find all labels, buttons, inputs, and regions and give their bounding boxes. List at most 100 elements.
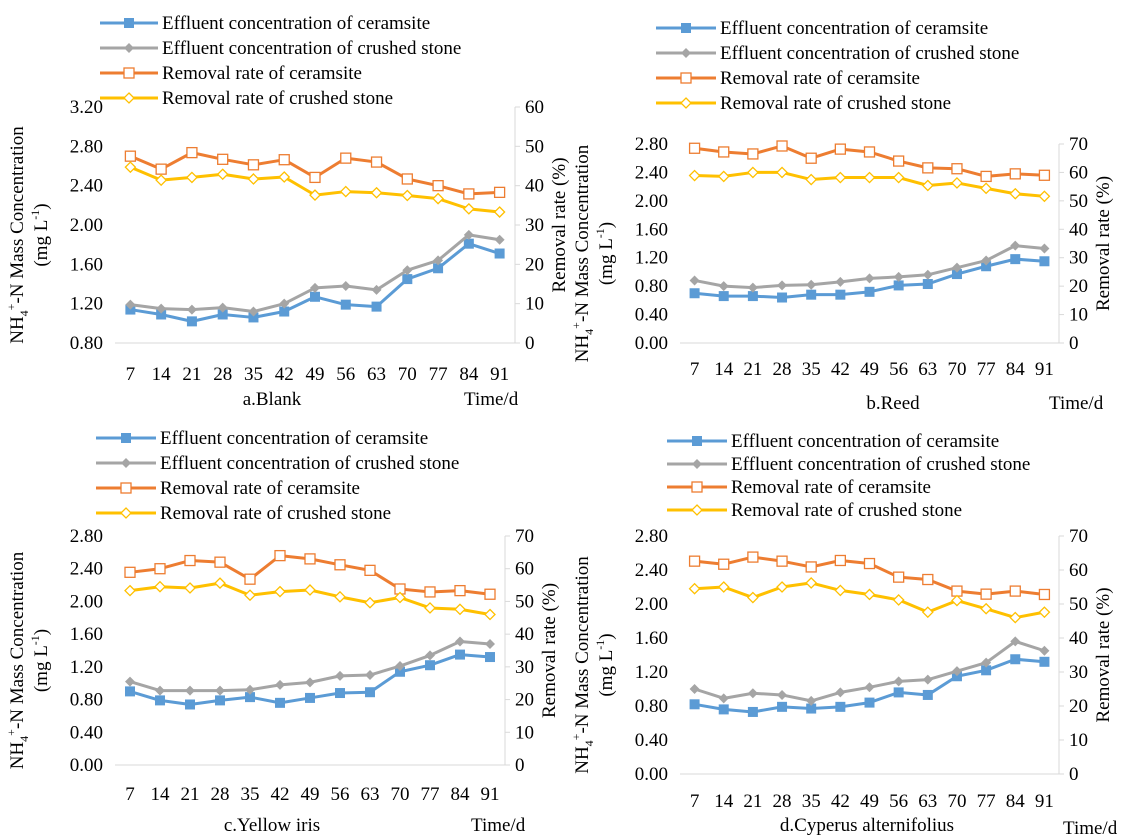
y-tick-label-right: 50 <box>525 136 544 157</box>
data-point-conc_stone <box>335 670 345 681</box>
data-point-conc_ceramsite <box>718 291 729 302</box>
y-tick-label-right: 50 <box>1069 191 1088 212</box>
data-point-conc_stone <box>806 695 817 706</box>
data-point-conc_ceramsite <box>1010 254 1021 265</box>
data-point-conc_stone <box>1010 636 1021 647</box>
data-point-rate_ceramsite <box>184 554 196 567</box>
legend-marker-rate_stone <box>120 507 132 519</box>
legend-marker-conc_ceramsite <box>121 433 131 443</box>
data-point-rate_ceramsite <box>893 571 905 583</box>
data-point-conc_stone <box>1039 645 1050 656</box>
data-point-conc_stone <box>155 685 165 696</box>
y-axis-label-right: Removal rate (%) <box>549 157 570 292</box>
y-tick-label-left: 2.80 <box>70 136 103 157</box>
data-point-rate_stone <box>334 590 346 603</box>
data-point-rate_stone <box>892 171 905 184</box>
data-point-rate_ceramsite <box>951 585 963 597</box>
data-point-conc_ceramsite <box>310 291 320 302</box>
y-tick-label-right: 40 <box>1069 628 1088 649</box>
data-point-conc_ceramsite <box>835 289 846 300</box>
data-point-rate_ceramsite <box>463 188 475 200</box>
legend-marker-rate_stone <box>691 504 703 516</box>
x-tick-label: 28 <box>211 784 230 805</box>
data-point-rate_ceramsite <box>304 553 316 565</box>
data-point-conc_stone <box>1010 240 1021 251</box>
legend: Effluent concentration of ceramsiteEfflu… <box>667 431 1030 521</box>
chart-panel-1: Effluent concentration of ceramsite Efflu… <box>4 13 570 410</box>
data-point-rate_stone <box>484 608 496 621</box>
x-tick-label: 21 <box>181 784 200 805</box>
data-point-conc_ceramsite <box>864 697 875 708</box>
data-point-conc_ceramsite <box>981 665 992 676</box>
data-point-rate_stone <box>688 582 701 595</box>
x-tick-label: 84 <box>459 364 479 385</box>
axes: 0.00 0.40 0.80 1.20 1.60 2.00 2.40 2.80 0 10 20 30 4… <box>635 526 1088 812</box>
data-point-rate_ceramsite <box>980 588 992 600</box>
data-point-conc_stone <box>893 676 904 687</box>
series-conc_ceramsite <box>125 649 495 710</box>
svg-text:NH4+-N Mass Concentration: NH4+-N Mass Concentration <box>569 144 596 362</box>
x-tick-label: 77 <box>977 791 996 812</box>
data-point-conc_ceramsite <box>981 261 992 272</box>
data-point-rate_stone <box>124 584 136 597</box>
y-axis-label-left: NH4+-N Mass Concentration (mg L-1) <box>4 551 52 769</box>
data-point-rate_stone <box>834 171 847 184</box>
x-tick-label: 42 <box>831 359 850 380</box>
series-rate_ceramsite <box>124 146 506 200</box>
x-axis-label: Time/d <box>464 389 519 410</box>
data-point-rate_ceramsite <box>124 150 137 162</box>
x-tick-label: 21 <box>743 791 762 812</box>
data-point-conc_stone <box>893 271 904 282</box>
y-tick-label-right: 30 <box>1069 248 1088 269</box>
data-point-conc_stone <box>494 234 505 245</box>
y-tick-label-right: 0 <box>1069 764 1079 785</box>
series-conc_stone <box>689 240 1050 293</box>
x-tick-label: 63 <box>918 359 937 380</box>
data-point-conc_stone <box>922 269 933 280</box>
y-tick-label-right: 30 <box>515 657 534 678</box>
series-rate_ceramsite <box>688 140 1051 183</box>
y-tick-label-left: 2.40 <box>635 560 668 581</box>
y-tick-label-right: 20 <box>525 254 544 275</box>
x-tick-label: 63 <box>361 784 380 805</box>
legend-label-conc_stone: Effluent concentration of crushed stone <box>162 38 461 59</box>
x-tick-label: 7 <box>690 359 700 380</box>
data-point-rate_stone <box>394 591 406 604</box>
x-tick-label: 77 <box>977 359 996 380</box>
y-tick-label-left: 2.00 <box>70 591 103 612</box>
x-tick-label: 63 <box>367 364 386 385</box>
data-point-rate_ceramsite <box>1009 168 1021 180</box>
data-point-conc_stone <box>835 276 846 287</box>
x-tick-label: 84 <box>1006 791 1026 812</box>
data-point-conc_ceramsite <box>951 269 962 280</box>
x-tick-label: 7 <box>125 784 135 805</box>
legend-marker-rate_ceramsite <box>123 67 135 79</box>
data-point-rate_ceramsite <box>1038 588 1051 601</box>
data-point-conc_stone <box>689 275 700 286</box>
data-point-conc_ceramsite <box>864 286 875 297</box>
data-point-rate_ceramsite <box>718 558 730 570</box>
data-point-conc_ceramsite <box>835 701 846 712</box>
x-tick-label: 56 <box>889 359 908 380</box>
data-point-conc_ceramsite <box>186 316 197 327</box>
data-point-conc_ceramsite <box>275 697 285 708</box>
y-tick-label-left: 0.80 <box>70 690 103 711</box>
data-point-conc_ceramsite <box>494 248 505 259</box>
svg-text:(mg L-1): (mg L-1) <box>28 629 52 692</box>
data-point-rate_ceramsite <box>244 573 256 585</box>
data-point-conc_stone <box>425 650 435 661</box>
data-point-conc_stone <box>835 687 846 698</box>
data-point-rate_ceramsite <box>834 554 846 567</box>
data-point-conc_ceramsite <box>747 291 758 302</box>
data-point-conc_stone <box>245 684 255 695</box>
data-point-conc_stone <box>864 682 875 693</box>
series-rate_stone <box>688 166 1051 203</box>
data-point-conc_ceramsite <box>217 309 228 320</box>
data-point-conc_stone <box>1039 243 1050 254</box>
panel-subtitle: b.Reed <box>866 393 920 414</box>
data-point-rate_stone <box>834 584 847 597</box>
y-tick-label-left: 2.40 <box>635 162 668 183</box>
y-tick-label-left: 3.20 <box>70 97 103 118</box>
x-tick-label: 63 <box>918 791 937 812</box>
legend-marker-conc_ceramsite <box>124 18 134 28</box>
